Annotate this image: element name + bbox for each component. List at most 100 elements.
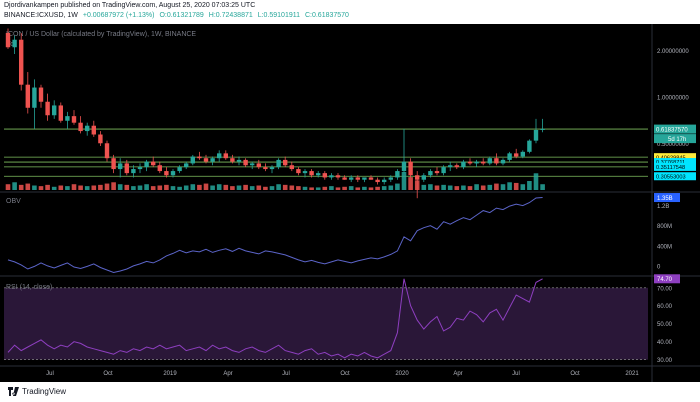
volume-bar — [461, 185, 466, 190]
time-tick-label: Apr — [453, 371, 462, 377]
symbol-label: BINANCE:ICXUSD, 1W — [4, 12, 78, 19]
tradingview-brand[interactable]: TradingView — [22, 387, 67, 396]
level-tag — [654, 162, 696, 171]
obv-tick-label: 0 — [657, 264, 661, 270]
time-tick-label: Apr — [223, 371, 232, 377]
volume-bar — [104, 183, 110, 190]
candle-body — [217, 153, 222, 159]
candle-body — [448, 165, 453, 168]
volume-bar — [183, 185, 189, 190]
time-tick-label: 2019 — [163, 371, 177, 377]
candle-body — [428, 171, 433, 176]
volume-bar — [322, 186, 328, 190]
volume-bar — [144, 184, 149, 190]
volume-bar — [421, 184, 427, 190]
time-tick-label: Oct — [340, 371, 350, 377]
rsi-last-tag — [654, 274, 680, 284]
volume-bar — [388, 185, 394, 190]
time-tick-label: Jul — [46, 371, 54, 377]
candle-body — [329, 175, 334, 178]
obv-tick-label: 1.2B — [657, 204, 669, 210]
candle-body — [335, 175, 341, 178]
volume-bar — [454, 186, 460, 190]
candle-body — [85, 125, 90, 132]
candle-body — [302, 171, 308, 174]
volume-bar — [177, 186, 182, 190]
candle-body — [316, 173, 321, 176]
volume-bar — [513, 182, 519, 190]
rsi-last-label: 74.70 — [657, 277, 673, 283]
symbol-quote-line: BINANCE:ICXUSD, 1W +0.00687972 (+1.13%) … — [4, 12, 352, 19]
candle-body — [461, 161, 466, 168]
volume-bar — [441, 184, 446, 190]
obv-tick-label: 800M — [657, 224, 672, 230]
candle-body — [223, 153, 228, 159]
volume-bar — [84, 186, 90, 190]
volume-bar — [65, 186, 70, 190]
main-chart-title: ICON / US Dollar (calculated by TradingV… — [6, 31, 196, 38]
obv-series-line — [7, 197, 543, 274]
volume-bar — [91, 185, 97, 190]
volume-bar — [520, 184, 526, 190]
volume-bar — [342, 186, 347, 190]
candle-body — [111, 158, 116, 170]
volume-bar — [25, 183, 31, 190]
volume-bar — [203, 183, 209, 190]
volume-bar — [447, 185, 453, 190]
candle-body — [481, 161, 486, 164]
volume-bar — [355, 187, 361, 190]
candle-body — [309, 171, 314, 176]
volume-bar — [309, 187, 314, 190]
close-value: C:0.61837570 — [304, 12, 349, 19]
candle-body — [184, 163, 189, 168]
volume-bar — [150, 186, 156, 190]
candle-body — [45, 101, 50, 116]
volume-bar — [381, 186, 387, 190]
candle-body — [533, 129, 539, 141]
volume-bar — [111, 182, 116, 190]
candle-body — [467, 161, 473, 164]
candle-body — [71, 116, 77, 123]
candle-body — [157, 165, 162, 172]
level-tag — [654, 172, 696, 181]
candle-body — [177, 167, 182, 172]
volume-bar — [467, 186, 473, 190]
chart-area[interactable]: ICON / US Dollar (calculated by TradingV… — [0, 24, 700, 382]
candle-body — [355, 177, 360, 180]
volume-bar — [18, 184, 24, 190]
volume-label: Vol — [6, 41, 16, 48]
volume-bar — [71, 184, 77, 190]
volume-bar — [401, 172, 407, 190]
level-label: 0.30553003 — [656, 174, 686, 180]
volume-bar — [45, 184, 50, 190]
level-label: 0.35117548 — [656, 165, 685, 171]
open-value: O:0.61321789 — [159, 12, 204, 19]
rsi-tick-label: 40.00 — [657, 340, 673, 346]
volume-bar — [348, 186, 354, 190]
chart-svg[interactable]: ICON / US Dollar (calculated by TradingV… — [0, 24, 700, 382]
volume-bar — [58, 185, 64, 190]
rsi-tick-label: 30.00 — [657, 358, 673, 364]
volume-bar — [487, 184, 493, 190]
candle-body — [296, 169, 301, 174]
volume-bar — [210, 185, 215, 190]
obv-last-tag — [654, 193, 680, 203]
candle-body — [276, 159, 281, 168]
countdown-tag — [654, 134, 696, 144]
volume-bar — [507, 182, 512, 190]
volume-bar — [540, 184, 545, 190]
publisher-line: Djordivankampen published on TradingView… — [4, 2, 256, 9]
rsi-title: RSI (14, close) — [6, 284, 52, 291]
volume-bar — [256, 185, 262, 190]
candle-body — [375, 179, 380, 183]
candle-body — [164, 171, 169, 176]
low-value: L:0.59101911 — [257, 12, 301, 19]
obv-last-label: 1.35B — [657, 196, 673, 202]
volume-bar — [98, 184, 103, 190]
volume-bar — [296, 186, 301, 190]
volume-bar — [243, 184, 248, 190]
volume-bar — [249, 186, 255, 190]
volume-bar — [78, 185, 83, 190]
candle-body — [19, 39, 24, 85]
